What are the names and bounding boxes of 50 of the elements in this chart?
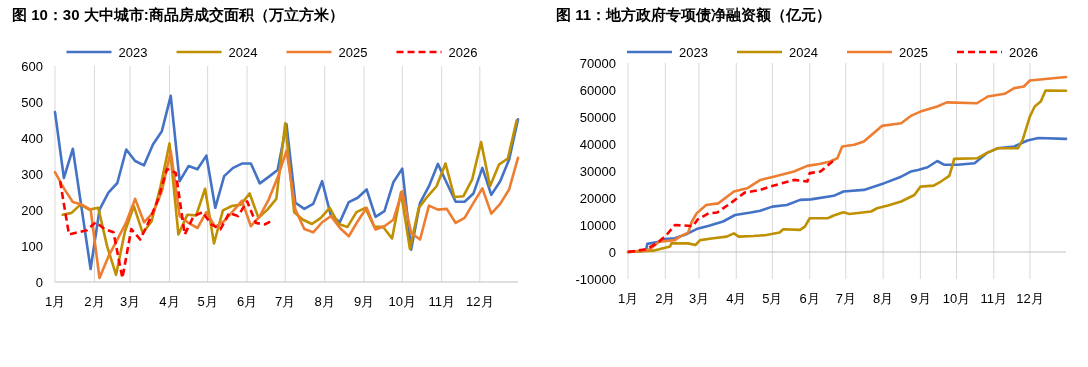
y-tick-label: 50000 <box>579 110 616 125</box>
y-tick-label: 70000 <box>579 56 616 71</box>
y-tick-label: 600 <box>21 59 43 74</box>
x-tick-label: 7月 <box>835 291 856 306</box>
legend-label: 2024 <box>789 45 818 60</box>
y-tick-label: 0 <box>35 275 43 290</box>
x-tick-label: 11月 <box>428 294 455 309</box>
x-tick-label: 9月 <box>353 294 375 309</box>
x-tick-label: 1月 <box>617 291 639 306</box>
x-tick-label: 8月 <box>872 291 894 306</box>
x-tick-label: 6月 <box>799 291 820 306</box>
legend-label: 2025 <box>338 45 368 60</box>
legend-label: 2023 <box>679 45 708 60</box>
x-tick-label: 5月 <box>197 294 218 309</box>
x-tick-label: 9月 <box>910 291 931 306</box>
x-tick-label: 4月 <box>159 294 180 309</box>
x-tick-label: 12月 <box>1016 291 1044 306</box>
y-tick-label: 10000 <box>579 218 616 233</box>
x-tick-label: 5月 <box>762 291 783 306</box>
y-tick-label: 30000 <box>579 164 616 179</box>
x-tick-label: 10月 <box>388 294 416 309</box>
x-tick-label: 4月 <box>726 291 747 306</box>
legend-label: 2026 <box>448 45 478 60</box>
y-tick-label: 60000 <box>579 83 616 98</box>
x-tick-label: 12月 <box>466 294 494 309</box>
legend-label: 2026 <box>1009 45 1038 60</box>
chart-title: 图 10：30 大中城市:商品房成交面积（万立方米） <box>12 6 344 23</box>
y-tick-label: 20000 <box>579 191 616 206</box>
x-tick-label: 10月 <box>942 291 971 306</box>
x-tick-label: 3月 <box>688 291 710 306</box>
legend-label: 2025 <box>899 45 928 60</box>
x-tick-label: 1月 <box>44 294 66 309</box>
legend-label: 2024 <box>228 45 258 60</box>
x-tick-label: 8月 <box>314 294 335 309</box>
y-tick-label: 500 <box>21 95 43 110</box>
chart-title: 图 11：地方政府专项债净融资额（亿元） <box>556 6 832 23</box>
y-tick-label: 300 <box>21 167 43 182</box>
legend-label: 2023 <box>118 45 148 60</box>
x-tick-label: 3月 <box>119 294 141 309</box>
y-tick-label: 40000 <box>579 137 616 152</box>
y-tick-label: 200 <box>21 203 43 218</box>
x-tick-label: 11月 <box>980 291 1008 306</box>
y-tick-label: -10000 <box>575 272 616 287</box>
x-tick-label: 6月 <box>236 294 258 309</box>
y-tick-label: 0 <box>608 245 616 260</box>
y-tick-label: 100 <box>21 239 43 254</box>
x-tick-label: 7月 <box>275 294 296 309</box>
x-tick-label: 2月 <box>84 294 105 309</box>
x-tick-label: 2月 <box>655 291 676 306</box>
y-tick-label: 400 <box>21 131 43 146</box>
